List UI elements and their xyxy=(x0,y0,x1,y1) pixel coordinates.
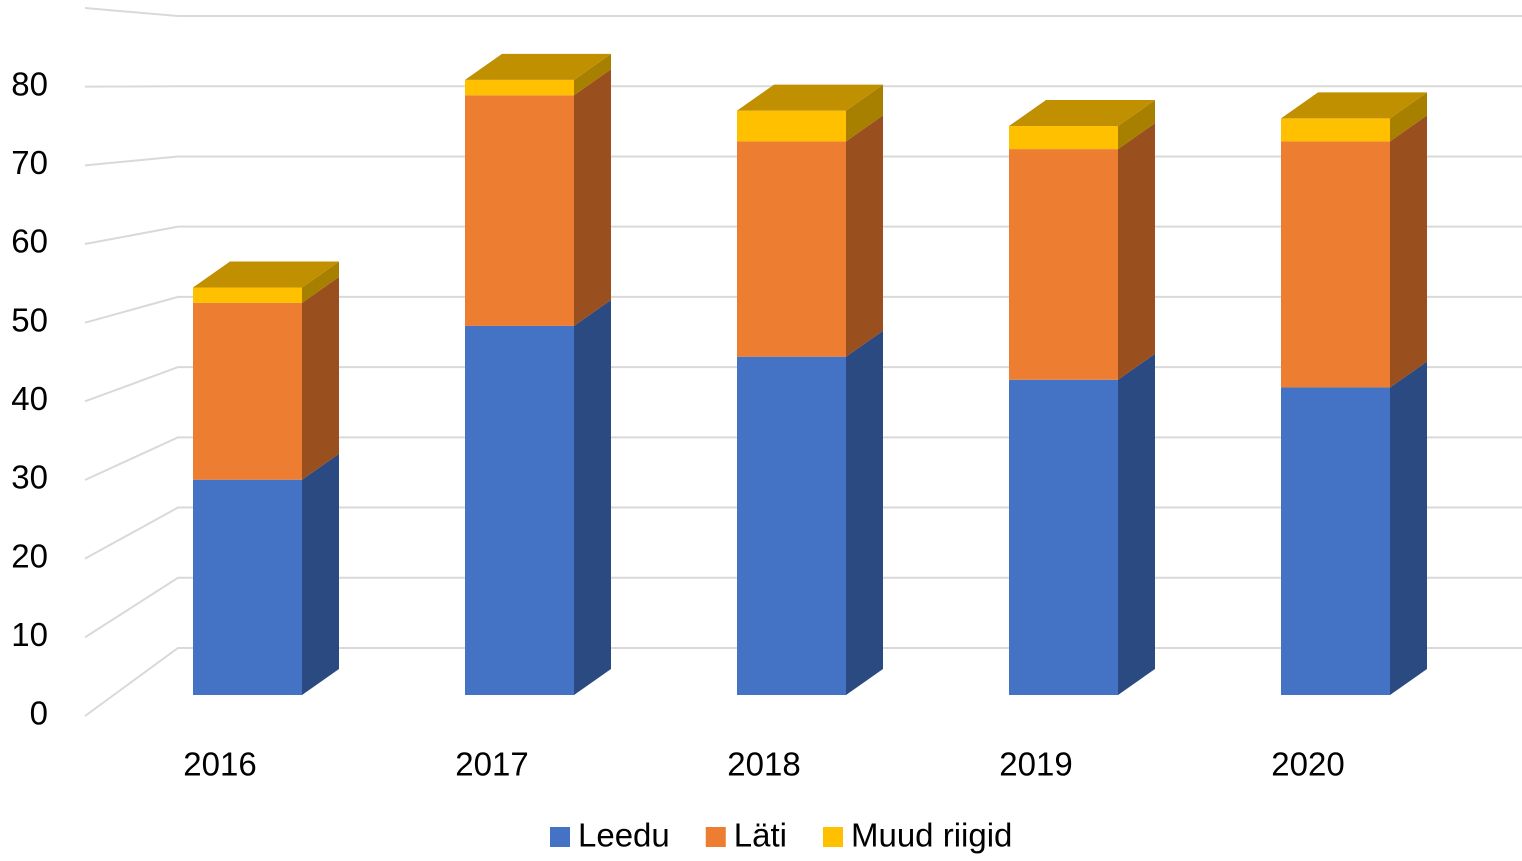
bar-front xyxy=(465,95,574,326)
bar-front xyxy=(465,326,574,695)
x-tick-label: 2018 xyxy=(727,746,800,783)
bar-side xyxy=(574,300,611,695)
legend-swatch xyxy=(706,827,726,847)
legend-swatch xyxy=(823,827,843,847)
y-tick-label: 20 xyxy=(11,537,48,574)
bar-front xyxy=(193,303,302,480)
y-tick-label: 10 xyxy=(11,616,48,653)
legend-swatch xyxy=(550,827,570,847)
bar-side xyxy=(846,331,883,695)
bar-side xyxy=(1118,354,1155,695)
bar-front xyxy=(1009,126,1118,149)
bar-side xyxy=(846,115,883,356)
bar-front xyxy=(193,480,302,695)
bar-side xyxy=(302,454,339,695)
bar-side xyxy=(1390,361,1427,695)
x-tick-label: 2016 xyxy=(183,746,256,783)
y-tick-label: 60 xyxy=(11,223,48,260)
y-tick-label: 40 xyxy=(11,380,48,417)
y-tick-label: 0 xyxy=(30,695,48,732)
bar-front xyxy=(737,111,846,142)
legend-label: Läti xyxy=(734,817,787,854)
bar-front xyxy=(1009,149,1118,380)
y-tick-label: 50 xyxy=(11,301,48,338)
bar-side xyxy=(1390,115,1427,387)
x-tick-label: 2020 xyxy=(1271,746,1344,783)
bar-front xyxy=(1281,118,1390,141)
bar-front xyxy=(1009,380,1118,695)
bar-front xyxy=(737,141,846,356)
y-tick-label: 30 xyxy=(11,459,48,496)
bar-front xyxy=(1281,387,1390,695)
grid-line xyxy=(85,8,1522,16)
y-tick-label: 70 xyxy=(11,144,48,181)
bar-front xyxy=(465,80,574,95)
bar-front xyxy=(737,357,846,695)
legend-label: Muud riigid xyxy=(851,817,1012,854)
x-tick-label: 2017 xyxy=(455,746,528,783)
bar-front xyxy=(1281,141,1390,387)
x-tick-label: 2019 xyxy=(999,746,1072,783)
legend-label: Leedu xyxy=(578,817,670,854)
bar-side xyxy=(302,277,339,480)
y-tick-label: 80 xyxy=(11,65,48,102)
bar-front xyxy=(193,287,302,302)
bar-side xyxy=(1118,123,1155,380)
bar-side xyxy=(574,69,611,326)
